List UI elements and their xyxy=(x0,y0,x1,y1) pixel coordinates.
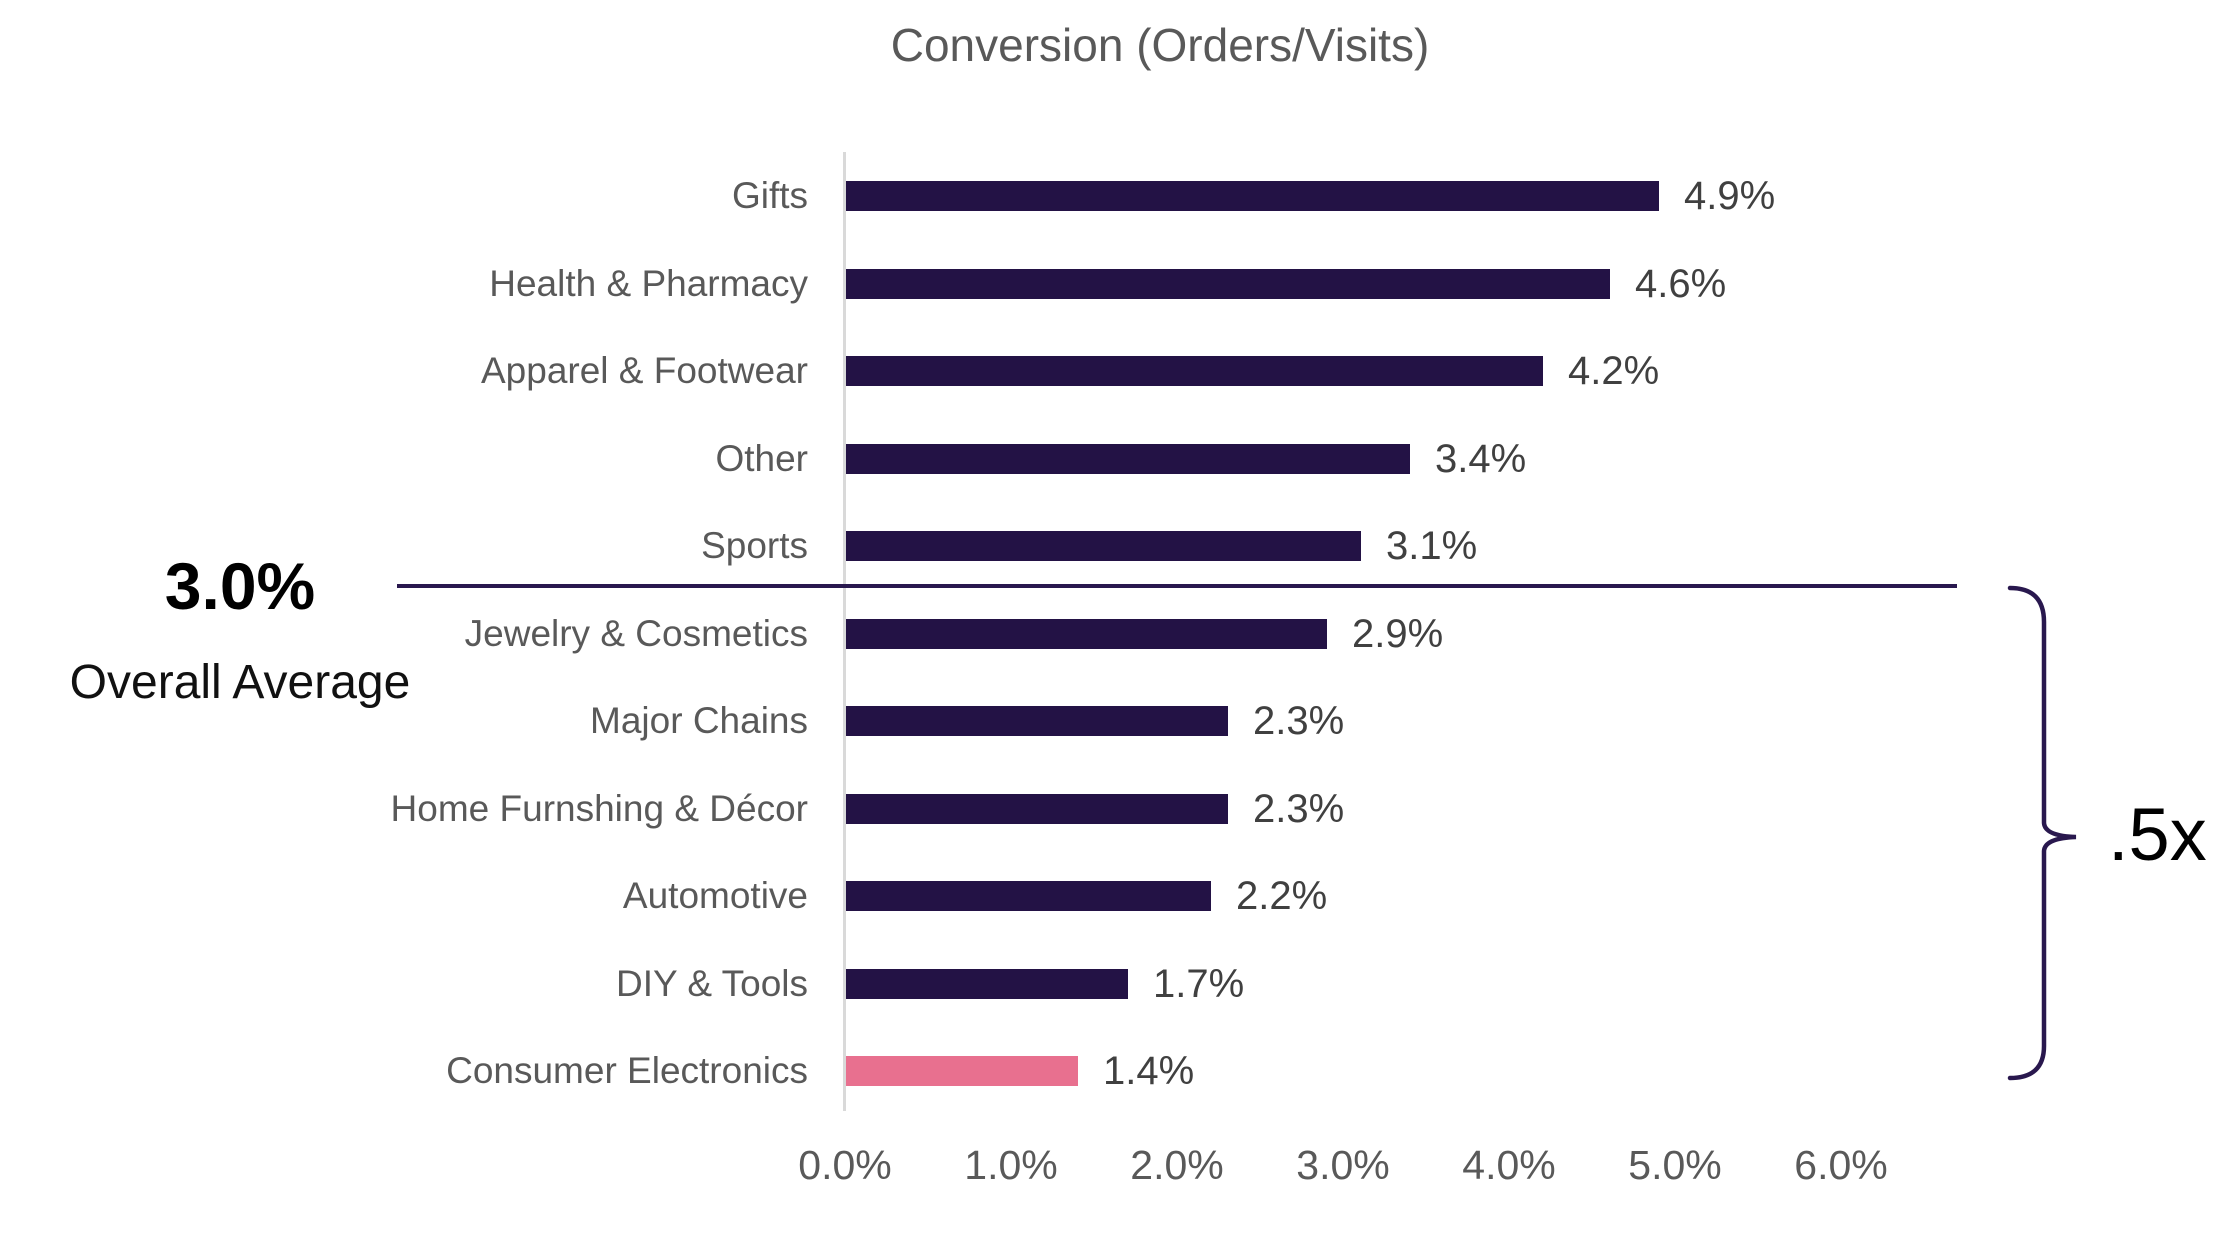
bar xyxy=(846,794,1228,824)
brace-bracket xyxy=(2007,585,2077,1081)
brace-path xyxy=(2007,585,2077,1081)
x-axis-tick-label: 2.0% xyxy=(1130,1142,1224,1188)
x-axis-tick-label: 6.0% xyxy=(1794,1142,1888,1188)
category-label: Apparel & Footwear xyxy=(480,350,808,391)
bar xyxy=(846,181,1659,211)
value-label: 4.9% xyxy=(1684,174,1776,218)
category-label: Sports xyxy=(701,525,808,566)
bar xyxy=(846,706,1228,736)
x-axis-tick-label: 4.0% xyxy=(1462,1142,1556,1188)
value-label: 4.6% xyxy=(1635,262,1727,306)
brace-multiplier-label: .5x xyxy=(2108,793,2207,876)
value-label: 1.4% xyxy=(1103,1049,1195,1093)
y-axis-line xyxy=(843,152,846,1111)
value-label: 3.4% xyxy=(1435,437,1527,481)
value-label: 1.7% xyxy=(1153,962,1245,1006)
value-label: 2.9% xyxy=(1352,612,1444,656)
category-label: Health & Pharmacy xyxy=(489,263,808,304)
value-label: 2.2% xyxy=(1236,874,1328,918)
bar xyxy=(846,531,1361,561)
bar xyxy=(846,269,1610,299)
bar xyxy=(846,356,1543,386)
x-axis-tick-label: 5.0% xyxy=(1628,1142,1722,1188)
average-caption-label: Overall Average xyxy=(69,656,411,709)
category-label: Other xyxy=(715,438,808,479)
bar xyxy=(846,1056,1078,1086)
value-label: 2.3% xyxy=(1253,699,1345,743)
value-label: 2.3% xyxy=(1253,787,1345,831)
x-axis-tick-label: 1.0% xyxy=(964,1142,1058,1188)
x-axis-tick-label: 0.0% xyxy=(798,1142,892,1188)
category-label: Automotive xyxy=(622,875,808,916)
bar xyxy=(846,881,1211,911)
average-line xyxy=(397,584,1957,588)
value-label: 4.2% xyxy=(1568,349,1660,393)
category-label: Major Chains xyxy=(590,700,808,741)
category-label: Consumer Electronics xyxy=(446,1050,808,1091)
value-label: 3.1% xyxy=(1386,524,1478,568)
category-label: Jewelry & Cosmetics xyxy=(464,613,808,654)
category-label: Gifts xyxy=(731,175,808,216)
bar xyxy=(846,619,1327,649)
chart-title: Conversion (Orders/Visits) xyxy=(890,19,1430,71)
category-label: Home Furnshing & Décor xyxy=(390,788,808,829)
x-axis-tick-label: 3.0% xyxy=(1296,1142,1390,1188)
category-label: DIY & Tools xyxy=(616,963,808,1004)
average-value-label: 3.0% xyxy=(164,549,316,623)
bar xyxy=(846,969,1128,999)
bar xyxy=(846,444,1410,474)
